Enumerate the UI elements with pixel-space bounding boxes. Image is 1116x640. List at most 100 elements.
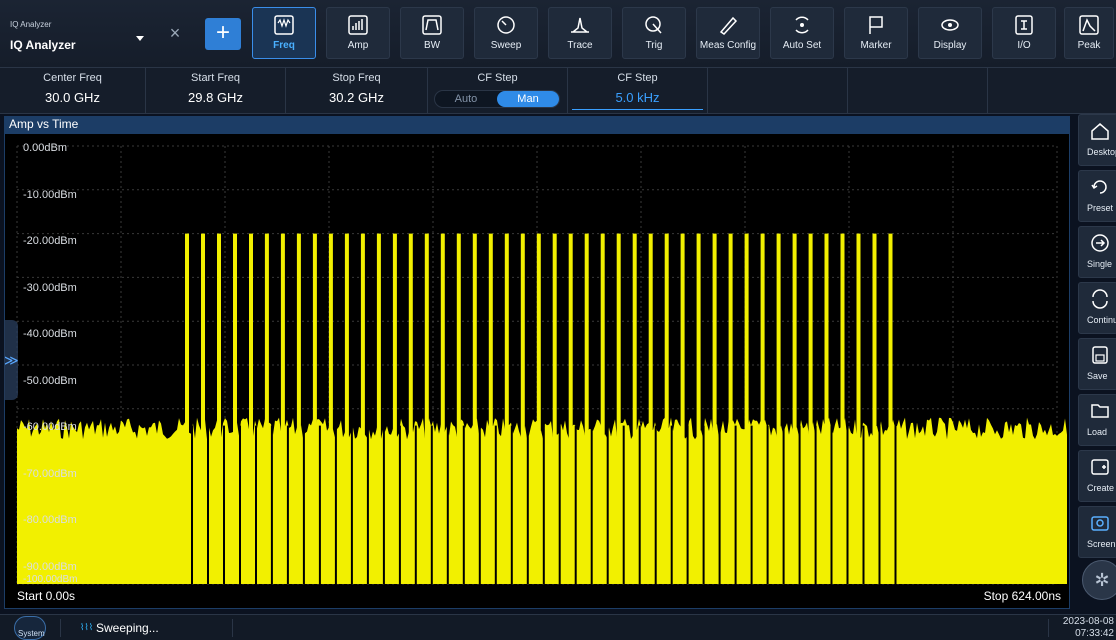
sweep-start-label: Start 0.00s bbox=[17, 589, 76, 603]
toolbar-freq-label: Freq bbox=[273, 40, 295, 51]
chevron-down-icon bbox=[136, 36, 144, 41]
amp-vs-time-plot[interactable]: 0.00dBm -10.00dBm -20.00dBm -30.00dBm -4… bbox=[4, 133, 1070, 609]
peak-icon bbox=[1079, 15, 1099, 35]
toolbar-marker-label: Marker bbox=[860, 40, 892, 51]
screenshot-button[interactable]: Screen Shot bbox=[1078, 506, 1116, 558]
param-empty-cell-1 bbox=[708, 68, 848, 114]
trace-burst-gap bbox=[718, 425, 721, 584]
stop-freq-cell[interactable]: Stop Freq 30.2 GHz bbox=[286, 68, 428, 114]
toolbar-trace-button[interactable]: Trace bbox=[548, 7, 612, 59]
toolbar-display-button[interactable]: Display bbox=[918, 7, 982, 59]
trace-noise-floor bbox=[17, 417, 1067, 584]
preset-label: Preset bbox=[1087, 203, 1114, 213]
trace-burst-gap bbox=[702, 425, 705, 584]
stop-freq-label: Stop Freq bbox=[332, 72, 381, 84]
desktop-button[interactable]: Desktop bbox=[1078, 114, 1116, 166]
trace-burst-gap bbox=[782, 425, 785, 584]
app-selector-small-label: IQ Analyzer bbox=[10, 20, 52, 29]
create-view-icon bbox=[1091, 459, 1109, 475]
trace-burst-gap bbox=[207, 425, 209, 584]
trace-burst-gap bbox=[526, 425, 529, 584]
toolbar-auto-set-label: Auto Set bbox=[782, 40, 822, 51]
toolbar-io-button[interactable]: I/O bbox=[992, 7, 1056, 59]
y-label-3: -30.00dBm bbox=[23, 282, 77, 294]
cf-step-man-option[interactable]: Man bbox=[497, 91, 559, 107]
trace-burst bbox=[344, 233, 349, 584]
trace-burst-gap bbox=[606, 425, 609, 584]
trace-burst bbox=[233, 233, 237, 584]
toolbar-trace-label: Trace bbox=[567, 40, 593, 51]
add-app-button[interactable]: + bbox=[205, 18, 241, 50]
toolbar-sweep-label: Sweep bbox=[490, 40, 522, 51]
center-freq-cell[interactable]: Center Freq 30.0 GHz bbox=[0, 68, 146, 114]
trace-burst-gap bbox=[414, 425, 417, 584]
toolbar-trig-button[interactable]: Trig bbox=[622, 7, 686, 59]
preset-icon bbox=[1091, 180, 1107, 194]
trig-icon bbox=[645, 16, 662, 34]
toolbar-freq-button[interactable]: Freq bbox=[252, 7, 316, 59]
trace-window-title: Amp vs Time bbox=[4, 116, 1070, 133]
toolbar-display-label: Display bbox=[933, 40, 967, 51]
amp-icon bbox=[348, 15, 368, 35]
sweep-icon bbox=[497, 16, 515, 34]
single-label: Single bbox=[1087, 259, 1113, 269]
trace-burst bbox=[792, 233, 797, 584]
save-button[interactable]: Save bbox=[1078, 338, 1116, 390]
cf-step-value[interactable]: 5.0 kHz bbox=[615, 90, 660, 105]
y-label-2: -20.00dBm bbox=[23, 235, 77, 247]
toolbar-sweep-button[interactable]: Sweep bbox=[474, 7, 538, 59]
trace-burst-gap bbox=[510, 425, 513, 584]
continuous-button[interactable]: Continuous bbox=[1078, 282, 1116, 334]
trace-burst bbox=[536, 233, 541, 584]
trace-burst-gap bbox=[382, 425, 385, 584]
app-selector[interactable]: IQ Analyzer IQ Analyzer bbox=[6, 8, 156, 60]
trace-burst-gap bbox=[286, 425, 289, 584]
trace-burst-gap bbox=[766, 425, 769, 584]
top-toolbar: IQ Analyzer IQ Analyzer × + Freq Amp BW … bbox=[0, 0, 1116, 68]
system-button[interactable]: System bbox=[14, 616, 46, 640]
y-label-1: -10.00dBm bbox=[23, 189, 77, 201]
trace-burst bbox=[392, 233, 397, 584]
sweep-status-icon: ⌇⌇⌇ bbox=[80, 622, 94, 632]
expand-panel-icon[interactable]: ≫ bbox=[4, 320, 19, 400]
trace-burst-gap bbox=[558, 425, 561, 584]
y-label-6: -60.00dBm bbox=[23, 421, 77, 433]
single-button[interactable]: Single bbox=[1078, 226, 1116, 278]
screenshot-icon bbox=[1091, 516, 1109, 531]
y-label-8: -80.00dBm bbox=[23, 514, 77, 526]
marker-icon bbox=[869, 16, 883, 34]
sweep-status-text: Sweeping... bbox=[96, 621, 159, 635]
close-icon[interactable]: × bbox=[169, 23, 181, 43]
cf-step-mode-toggle[interactable]: Auto Man bbox=[434, 90, 560, 108]
trace-burst-gap bbox=[366, 425, 369, 584]
trace-burst-gap bbox=[462, 425, 465, 584]
bw-icon bbox=[422, 15, 442, 35]
trace-burst-gap bbox=[622, 425, 625, 584]
datetime: 2023-08-08 07:33:42 bbox=[1063, 616, 1114, 640]
start-freq-cell[interactable]: Start Freq 29.8 GHz bbox=[146, 68, 286, 114]
cf-step-auto-option[interactable]: Auto bbox=[454, 93, 478, 105]
toolbar-meas-config-button[interactable]: Meas Config bbox=[696, 7, 760, 59]
load-button[interactable]: Load bbox=[1078, 394, 1116, 446]
trace-burst-gap bbox=[302, 425, 305, 584]
toolbar-meas-config-label: Meas Config bbox=[699, 40, 757, 51]
trace-burst-gap bbox=[734, 425, 737, 584]
trace-burst bbox=[616, 233, 621, 584]
quick-menu-button[interactable]: ✲ bbox=[1082, 560, 1116, 600]
toolbar-bw-button[interactable]: BW bbox=[400, 7, 464, 59]
toolbar-peak-button[interactable]: Peak bbox=[1064, 7, 1114, 59]
cf-step-value-underline bbox=[572, 109, 703, 110]
toolbar-marker-button[interactable]: Marker bbox=[844, 7, 908, 59]
create-view-button[interactable]: Create View bbox=[1078, 450, 1116, 502]
trace-burst bbox=[872, 233, 877, 584]
trace-burst-gap bbox=[255, 425, 257, 584]
toolbar-auto-set-button[interactable]: Auto Set bbox=[770, 7, 834, 59]
y-label-4: -40.00dBm bbox=[23, 328, 77, 340]
preset-button[interactable]: Preset bbox=[1078, 170, 1116, 222]
toolbar-amp-button[interactable]: Amp bbox=[326, 7, 390, 59]
trace-burst-gap bbox=[638, 425, 641, 584]
toolbar-peak-label: Peak bbox=[1077, 40, 1101, 51]
cf-step-value-cell[interactable]: CF Step 5.0 kHz bbox=[568, 68, 708, 114]
trace-burst bbox=[440, 233, 445, 584]
